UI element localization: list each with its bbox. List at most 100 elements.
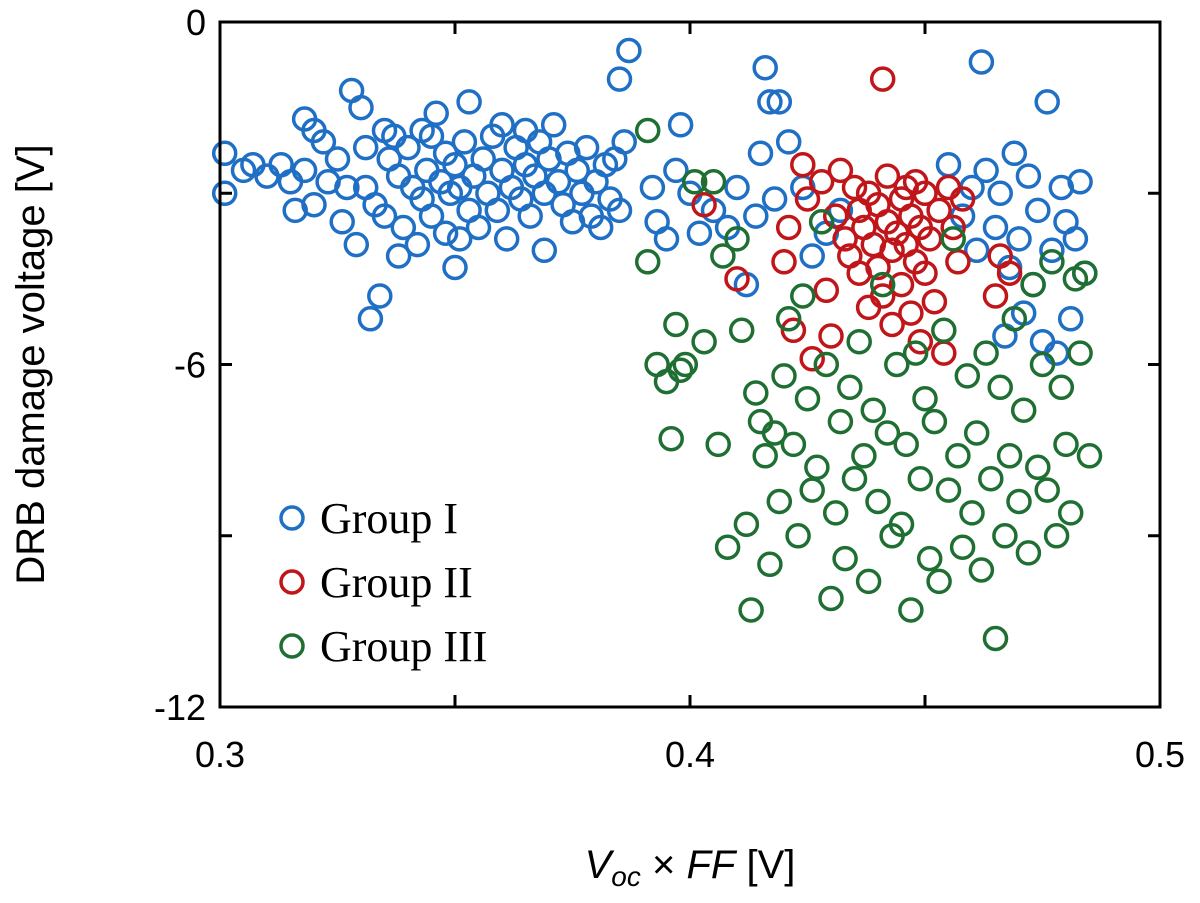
data-point: [348, 94, 374, 121]
legend-label: Group II: [320, 558, 473, 607]
data-point: [874, 420, 901, 446]
data-point: [681, 169, 708, 195]
data-point: [1057, 306, 1084, 332]
data-point: [277, 169, 304, 195]
data-point: [926, 197, 952, 224]
data-point: [414, 157, 440, 184]
data-point: [931, 340, 957, 366]
data-point: [564, 157, 590, 184]
data-point: [888, 511, 915, 538]
data-point: [667, 112, 694, 138]
data-point: [1057, 500, 1084, 526]
data-point: [658, 425, 684, 452]
data-point: [310, 129, 337, 155]
data-point: [700, 169, 727, 195]
data-point: [982, 283, 1009, 309]
data-point: [827, 157, 854, 184]
data-point: [639, 174, 666, 201]
data-point: [352, 134, 379, 161]
data-point: [606, 66, 633, 92]
x-axis-title-part: FF: [686, 843, 737, 887]
data-point: [902, 340, 929, 366]
legend-marker: [279, 505, 305, 531]
data-point: [324, 146, 351, 172]
data-point: [832, 545, 858, 572]
data-point: [851, 443, 877, 469]
legend-label: Group III: [320, 622, 487, 671]
data-point: [860, 397, 887, 423]
data-point: [945, 443, 971, 469]
data-point: [569, 180, 595, 207]
data-point: [1010, 397, 1037, 423]
data-point: [804, 454, 830, 481]
data-point: [343, 231, 370, 258]
data-point: [1006, 488, 1032, 515]
data-point: [634, 117, 661, 144]
data-point: [1067, 340, 1093, 366]
data-point: [329, 209, 355, 235]
data-point: [470, 146, 496, 172]
data-point: [616, 37, 642, 64]
data-point: [752, 54, 778, 81]
data-point: [1053, 431, 1079, 458]
data-point: [822, 500, 849, 526]
data-point: [573, 134, 600, 161]
data-point: [752, 443, 778, 469]
data-point: [855, 568, 882, 595]
data-point: [879, 311, 905, 338]
data-point: [813, 351, 840, 378]
data-point: [921, 288, 948, 315]
data-point: [1001, 306, 1028, 332]
data-point: [785, 523, 811, 549]
data-point: [531, 237, 558, 264]
data-point: [747, 408, 774, 435]
data-point: [775, 129, 802, 155]
data-point: [987, 374, 1013, 401]
data-point: [395, 134, 421, 161]
data-point: [418, 123, 445, 149]
data-point: [912, 260, 938, 286]
data-point: [517, 203, 543, 229]
x-axis-title: Voc × FF [V]: [585, 843, 796, 892]
data-point: [771, 363, 797, 389]
y-tick-label: -6: [174, 345, 206, 386]
data-point: [1034, 477, 1060, 503]
data-point: [691, 191, 717, 218]
data-point: [432, 220, 459, 246]
data-point: [418, 203, 445, 229]
x-axis-title-part: ×: [641, 843, 687, 887]
data-point: [888, 271, 915, 298]
data-point: [211, 140, 238, 167]
data-point: [893, 431, 919, 458]
x-tick-label: 0.5: [1135, 734, 1185, 775]
data-point: [757, 551, 783, 578]
data-point: [916, 545, 943, 572]
data-point: [982, 214, 1009, 241]
data-point: [949, 186, 976, 212]
legend-label: Group I: [320, 494, 458, 543]
data-point: [1015, 163, 1042, 189]
data-point: [931, 317, 957, 344]
data-point: [404, 231, 431, 258]
data-point: [691, 328, 717, 355]
data-point: [766, 488, 793, 515]
data-point: [211, 180, 238, 207]
data-point: [865, 488, 891, 515]
y-tick-label: -12: [154, 687, 206, 728]
data-point: [1039, 237, 1065, 264]
data-point: [686, 220, 713, 246]
data-point: [743, 203, 769, 229]
data-point: [973, 157, 999, 184]
data-point: [761, 186, 788, 212]
data-point: [771, 249, 797, 275]
data-point: [827, 408, 854, 435]
data-point: [1034, 89, 1060, 115]
data-point: [1029, 328, 1056, 355]
data-point: [672, 351, 699, 378]
data-point: [996, 260, 1023, 286]
data-point: [818, 585, 844, 612]
data-point: [790, 151, 816, 178]
data-point: [799, 477, 825, 503]
data-point: [898, 597, 924, 623]
data-point: [841, 465, 868, 492]
